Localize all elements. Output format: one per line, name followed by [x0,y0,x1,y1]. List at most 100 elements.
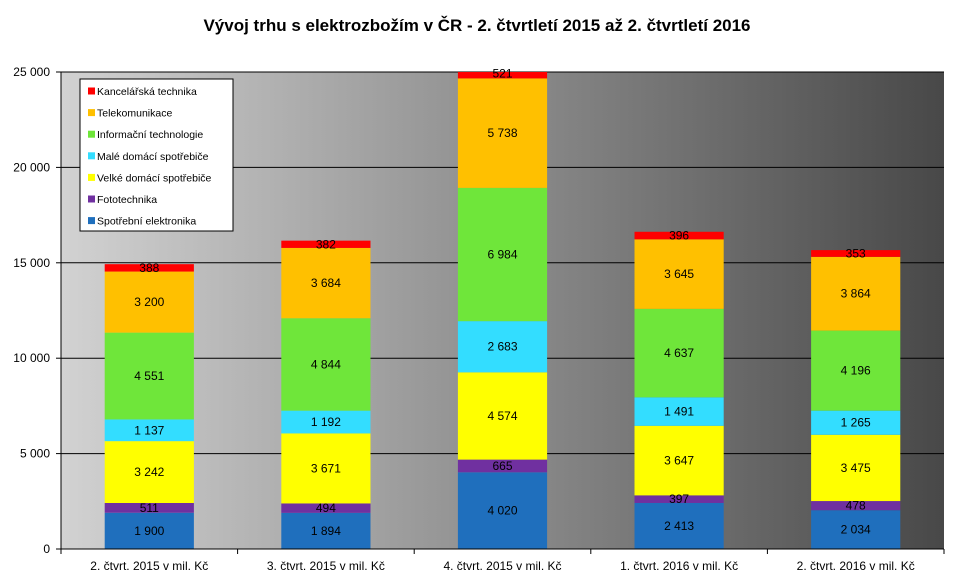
bar-segment [811,510,901,549]
legend-entry: Velké domácí spotřebiče [88,172,212,184]
bar-segment [281,410,371,434]
legend-label: Fototechnika [97,194,157,206]
legend-swatch [88,130,95,138]
bar-segment [104,441,194,503]
legend-label: Spotřební elektronika [97,216,196,228]
data-labels: 1 900 511 3 242 1 137 4 551 3 200 388 1 894 494 3… [134,66,871,537]
data-label: 5 738 [487,126,517,140]
bar-segment [104,264,194,272]
bar-segment [634,231,724,240]
data-label: 494 [316,501,336,515]
y-tick-label: 0 [43,542,50,556]
bar-segment [104,512,194,549]
data-label: 2 034 [841,523,871,537]
bar-segment [104,271,194,333]
data-label: 3 200 [134,295,164,309]
legend-label: Velké domácí spotřebiče [97,172,212,184]
data-label: 478 [846,499,866,513]
bar-segment [634,502,724,549]
data-label: 4 020 [487,504,517,518]
data-label: 4 574 [487,409,517,423]
bar-segment [281,240,371,248]
bar-segment [104,332,194,420]
bar-segment [457,321,548,373]
data-label: 665 [492,459,512,473]
data-label: 1 265 [841,416,871,430]
legend-label: Kancelářská technika [97,86,197,98]
data-label: 1 137 [134,423,164,437]
chart-title: Vývoj trhu s elektrozbožím v ČR - 2. čtv… [203,16,750,35]
bar-segment [811,330,901,411]
bar-segment [104,502,194,513]
bar-segment [281,433,371,504]
legend-entry: Telekomunikace [88,108,172,120]
y-tick-label: 15 000 [13,256,50,270]
data-label: 388 [139,261,159,275]
data-label: 3 864 [841,287,871,301]
data-label: 4 551 [134,369,164,383]
data-label: 3 645 [664,267,694,281]
data-label: 2 413 [664,519,694,533]
data-label: 4 844 [311,357,341,371]
data-label: 4 196 [841,364,871,378]
legend-label: Informační technologie [97,129,203,141]
axes: 0 5 000 10 000 15 000 20 000 25 000 2. čtvrt. … [13,65,945,573]
data-label: 3 671 [311,461,341,475]
bar-segment [634,397,724,426]
legend-entry: Malé domácí spotřebiče [88,151,209,163]
legend-entry: Fototechnika [88,194,157,206]
x-tick-label: 3. čtvrt. 2015 v mil. Kč [267,559,385,573]
data-label: 353 [846,246,866,260]
data-label: 6 984 [487,248,517,262]
bar-segment [634,495,724,503]
data-label: 2 683 [487,340,517,354]
data-label: 1 491 [664,405,694,419]
data-label: 4 637 [664,346,694,360]
legend-swatch [88,217,95,225]
x-tick-label: 4. čtvrt. 2015 v mil. Kč [443,559,561,573]
bar-segment [281,247,371,319]
bar-segment [281,318,371,411]
legend-swatch [88,109,95,117]
x-tick-label: 2. čtvrt. 2016 v mil. Kč [797,559,915,573]
y-tick-label: 20 000 [13,160,50,174]
legend-label: Telekomunikace [97,108,172,120]
data-label: 521 [492,66,512,80]
legend-swatch [88,152,95,160]
legend-label: Malé domácí spotřebiče [97,151,209,163]
data-label: 3 242 [134,465,164,479]
y-tick-label: 10 000 [13,351,50,365]
legend-swatch [88,173,95,181]
data-label: 3 684 [311,276,341,290]
bar-segment [634,425,724,496]
bar-segment [457,72,548,79]
data-label: 1 894 [311,524,341,538]
legend-entry: Kancelářská technika [88,86,197,98]
bar-segment [634,308,724,398]
bar-segment [457,187,548,322]
bar-segment [811,501,901,511]
legend-swatch [88,87,95,95]
data-label: 3 647 [664,454,694,468]
y-tick-label: 25 000 [13,65,50,79]
legend-box [79,78,234,232]
data-label: 397 [669,492,689,506]
data-label: 3 475 [841,461,871,475]
bar-segment [811,410,901,435]
bar-segment [104,419,194,442]
data-label: 511 [140,501,159,515]
data-label: 1 900 [134,524,164,538]
bar-segment [457,372,548,460]
legend-swatch [88,195,95,203]
y-tick-label: 5 000 [20,447,50,461]
legend-entry: Spotřební elektronika [88,216,196,228]
bar-segment [457,459,548,473]
x-tick-label: 2. čtvrt. 2015 v mil. Kč [90,559,208,573]
bar-segment [281,503,371,513]
bar-segment [811,434,901,502]
bar-segment [281,512,371,549]
data-label: 1 192 [311,415,341,429]
data-label: 396 [669,229,689,243]
bar-segment [457,78,548,188]
